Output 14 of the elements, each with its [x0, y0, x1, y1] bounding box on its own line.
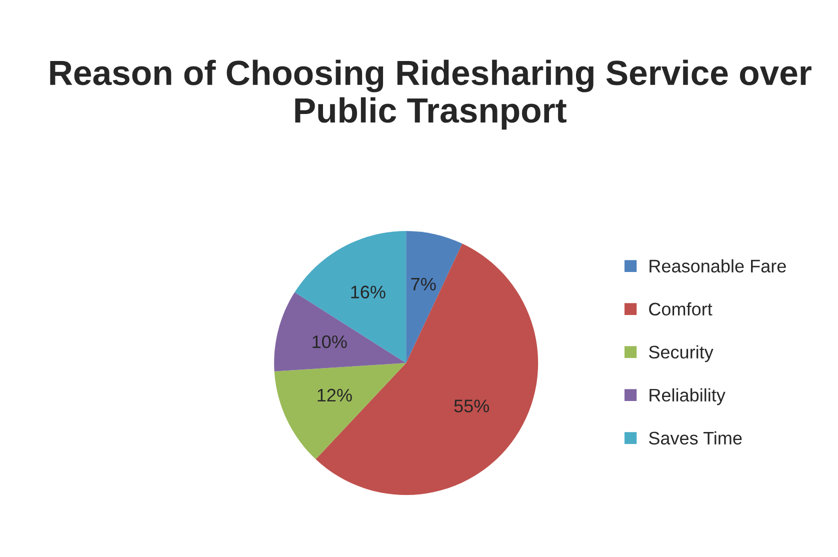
pie-slice — [274, 363, 406, 460]
legend-label: Security — [648, 345, 714, 362]
legend-label: Reliability — [650, 388, 726, 406]
data-label: 12% — [318, 388, 352, 402]
pie-slice — [406, 231, 462, 364]
data-label: 7% — [411, 278, 436, 291]
legend-label: Reasonable Fare — [650, 259, 786, 273]
chart-title: Reason of Choosing Ridesharing Service over Public Trasnport — [50, 60, 812, 130]
data-label: 10% — [312, 335, 347, 348]
data-label: 55% — [454, 400, 490, 412]
pie-slice — [294, 231, 406, 364]
legend-label: Saves Time — [648, 431, 742, 445]
data-label: 16% — [351, 286, 386, 298]
legend-label: Comfort — [649, 302, 712, 316]
